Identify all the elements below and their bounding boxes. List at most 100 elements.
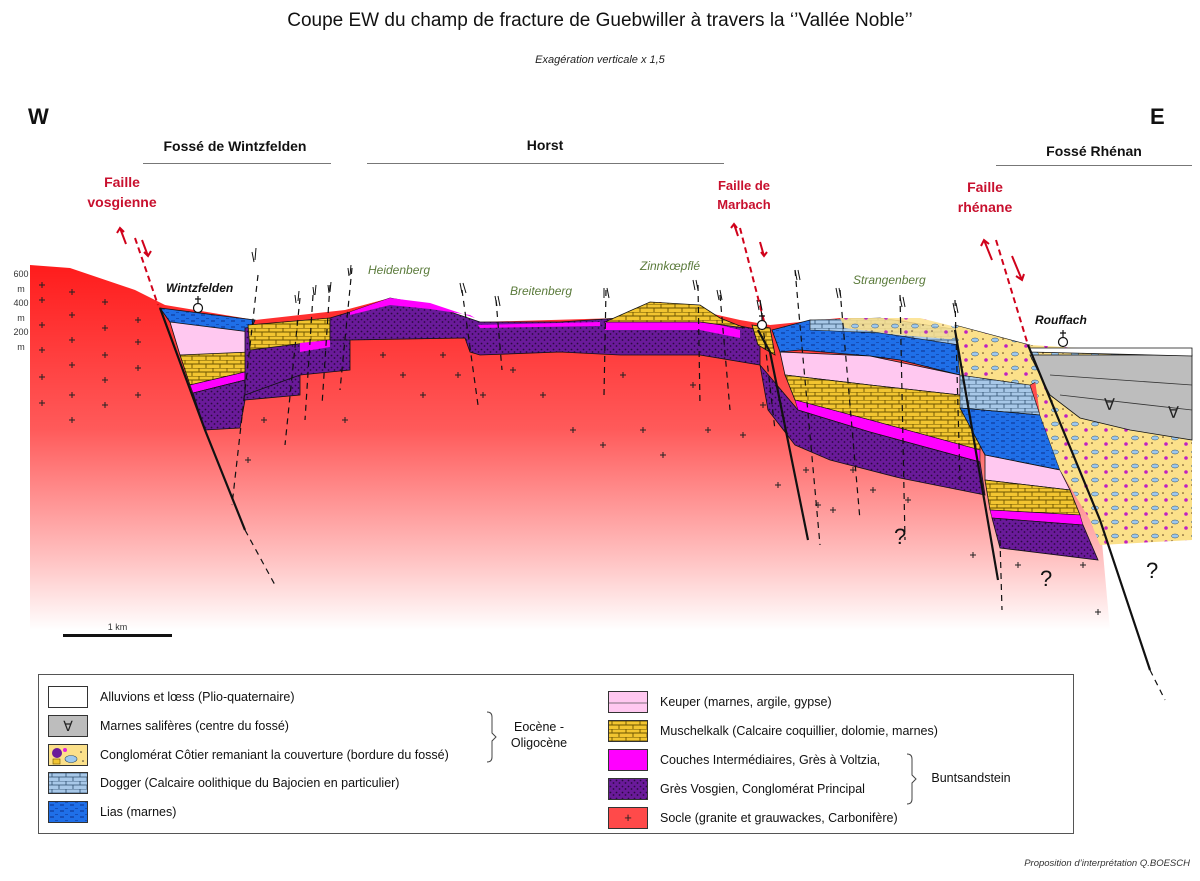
minor-fault-arrows xyxy=(251,247,959,314)
region-underline xyxy=(996,165,1192,166)
fault-motion-arrows xyxy=(116,222,1025,282)
layer-couches-intermediaires xyxy=(350,298,475,318)
layer-conglomerat xyxy=(954,324,1041,386)
legend-item-keuper: Keuper (marnes, argile, gypse) xyxy=(608,691,832,713)
fault-line xyxy=(953,329,1000,581)
legend-item-socle: + Socle (granite et grauwackes, Carbonif… xyxy=(608,807,898,829)
fault-line xyxy=(1026,344,1152,671)
swatch-muschelkalk xyxy=(608,720,648,742)
swatch-couches-intermediaires xyxy=(608,749,648,771)
elevation-tick: 200 xyxy=(13,327,29,337)
fault-label-line: vosgienne xyxy=(87,194,157,210)
legend-item-conglomerat: Conglomérat Côtier remaniant la couvertu… xyxy=(48,744,449,766)
elevation-scale: 600 m 400 m 200 m xyxy=(8,267,34,354)
socle-crosses xyxy=(39,282,1101,615)
legend-label: Couches Intermédiaires, Grès à Voltzia, xyxy=(660,753,881,767)
town-marbach-icon xyxy=(756,319,768,331)
scale-bar xyxy=(63,634,172,637)
unknown-mark: ? xyxy=(894,524,907,549)
unknown-mark: ? xyxy=(1146,558,1159,583)
salt-marl-symbol: ∀ xyxy=(1168,403,1179,422)
legend-item-lias: Lias (marnes) xyxy=(48,801,176,823)
elevation-tick: 600 xyxy=(13,269,29,279)
fault-line xyxy=(757,329,810,541)
swatch-gres-vosgien xyxy=(608,778,648,800)
group-eocene-oligocene: Eocène - Oligocène xyxy=(503,719,575,751)
region-horst: Horst xyxy=(526,137,564,153)
swatch-dogger xyxy=(48,772,88,794)
group-label-line: Eocène - xyxy=(513,720,565,734)
peak-heidenberg: Heidenberg xyxy=(368,263,431,277)
west-label: W xyxy=(28,104,49,129)
minor-faults xyxy=(231,267,1166,701)
unknown-mark: ? xyxy=(1040,566,1053,591)
legend: Alluvions et lœss (Plio-quaternaire) ∀ M… xyxy=(38,674,1074,834)
scale-bar-label: 1 km xyxy=(107,622,128,632)
group-buntsandstein: Buntsandstein xyxy=(931,771,1011,785)
legend-label: Dogger (Calcaire oolithique du Bajocien … xyxy=(100,776,400,790)
town-rouffach: Rouffach xyxy=(1035,313,1087,327)
major-faults xyxy=(158,307,1152,671)
legend-label: Alluvions et lœss (Plio-quaternaire) xyxy=(100,690,295,704)
legend-item-muschelkalk: Muschelkalk (Calcaire coquillier, dolomi… xyxy=(608,720,938,742)
strata-line xyxy=(1049,374,1193,411)
fault-line xyxy=(158,307,247,531)
peak-breitenberg: Breitenberg xyxy=(510,284,573,298)
fault-label-rhenane: Faille rhénane xyxy=(935,177,1035,217)
layer-couches-intermediaires xyxy=(300,340,330,352)
diagram-subtitle: Exagération verticale x 1,5 xyxy=(535,54,665,66)
swatch-alluvions xyxy=(48,686,88,708)
town-wintzfelden: Wintzfelden xyxy=(166,281,234,295)
region-fosse-rhenan: Fossé Rhénan xyxy=(1046,143,1142,159)
peak-zinnkoepfle: Zinnkœpflé xyxy=(640,259,701,273)
salt-marl-symbol: ∀ xyxy=(1104,395,1115,414)
region-fosse-wintzfelden: Fossé de Wintzfelden xyxy=(163,138,307,154)
town-wintzfelden-icon xyxy=(192,302,204,314)
layer-conglomerat xyxy=(840,318,960,340)
fault-label-marbach: Faille de Marbach xyxy=(694,176,794,214)
elevation-unit: m xyxy=(17,283,25,294)
swatch-lias xyxy=(48,801,88,823)
swatch-marnes-saliferes: ∀ xyxy=(48,715,88,737)
legend-label: Socle (granite et grauwackes, Carbonifèr… xyxy=(660,811,898,825)
legend-item-dogger: Dogger (Calcaire oolithique du Bajocien … xyxy=(48,772,399,794)
region-underline xyxy=(143,163,331,164)
bracket-eocene-oligocene xyxy=(486,711,497,763)
town-symbols xyxy=(192,296,1069,348)
author-credit: Proposition d’interprétation Q.BOESCH xyxy=(1024,858,1190,869)
diagram-title: Coupe EW du champ de fracture de Guebwil… xyxy=(287,10,913,31)
legend-item-marnes-saliferes: ∀ Marnes salifères (centre du fossé) xyxy=(48,715,289,737)
layer-couches-intermediaires xyxy=(478,322,600,328)
legend-label: Conglomérat Côtier remaniant la couvertu… xyxy=(100,748,449,762)
layer-muschelkalk xyxy=(604,301,746,329)
legend-label: Lias (marnes) xyxy=(100,805,177,819)
town-rouffach-icon xyxy=(1057,336,1069,348)
elevation-unit: m xyxy=(17,312,25,323)
fault-label-line: Faille de xyxy=(717,178,771,193)
fault-label-line: Marbach xyxy=(717,197,771,212)
east-label: E xyxy=(1150,104,1165,129)
legend-label: Grès Vosgien, Conglomérat Principal xyxy=(660,782,865,796)
fault-label-vosgienne: Faille vosgienne xyxy=(72,172,172,212)
legend-item-gres-vosgien: Grès Vosgien, Conglomérat Principal xyxy=(608,778,865,800)
swatch-socle: + xyxy=(608,807,648,829)
layer-couches-intermediaires xyxy=(605,320,740,338)
region-underline xyxy=(367,163,724,164)
swatch-keuper xyxy=(608,691,648,713)
swatch-conglomerat xyxy=(48,744,88,766)
legend-item-alluvions: Alluvions et lœss (Plio-quaternaire) xyxy=(48,686,295,708)
fault-label-line: Faille xyxy=(967,179,1003,195)
elevation-tick: 400 xyxy=(13,298,29,308)
layer-gres-vosgien xyxy=(759,363,986,496)
legend-label: Muschelkalk (Calcaire coquillier, dolomi… xyxy=(660,724,938,738)
fault-label-line: rhénane xyxy=(957,199,1013,215)
peak-strangenberg: Strangenberg xyxy=(853,273,926,287)
fault-traces-red xyxy=(134,227,1029,346)
legend-label: Marnes salifères (centre du fossé) xyxy=(100,719,289,733)
legend-label: Keuper (marnes, argile, gypse) xyxy=(660,695,832,709)
group-label-line: Oligocène xyxy=(510,736,568,750)
fault-label-line: Faille xyxy=(104,174,140,190)
bracket-buntsandstein xyxy=(906,753,917,805)
legend-item-couches-intermediaires: Couches Intermédiaires, Grès à Voltzia, xyxy=(608,749,880,771)
